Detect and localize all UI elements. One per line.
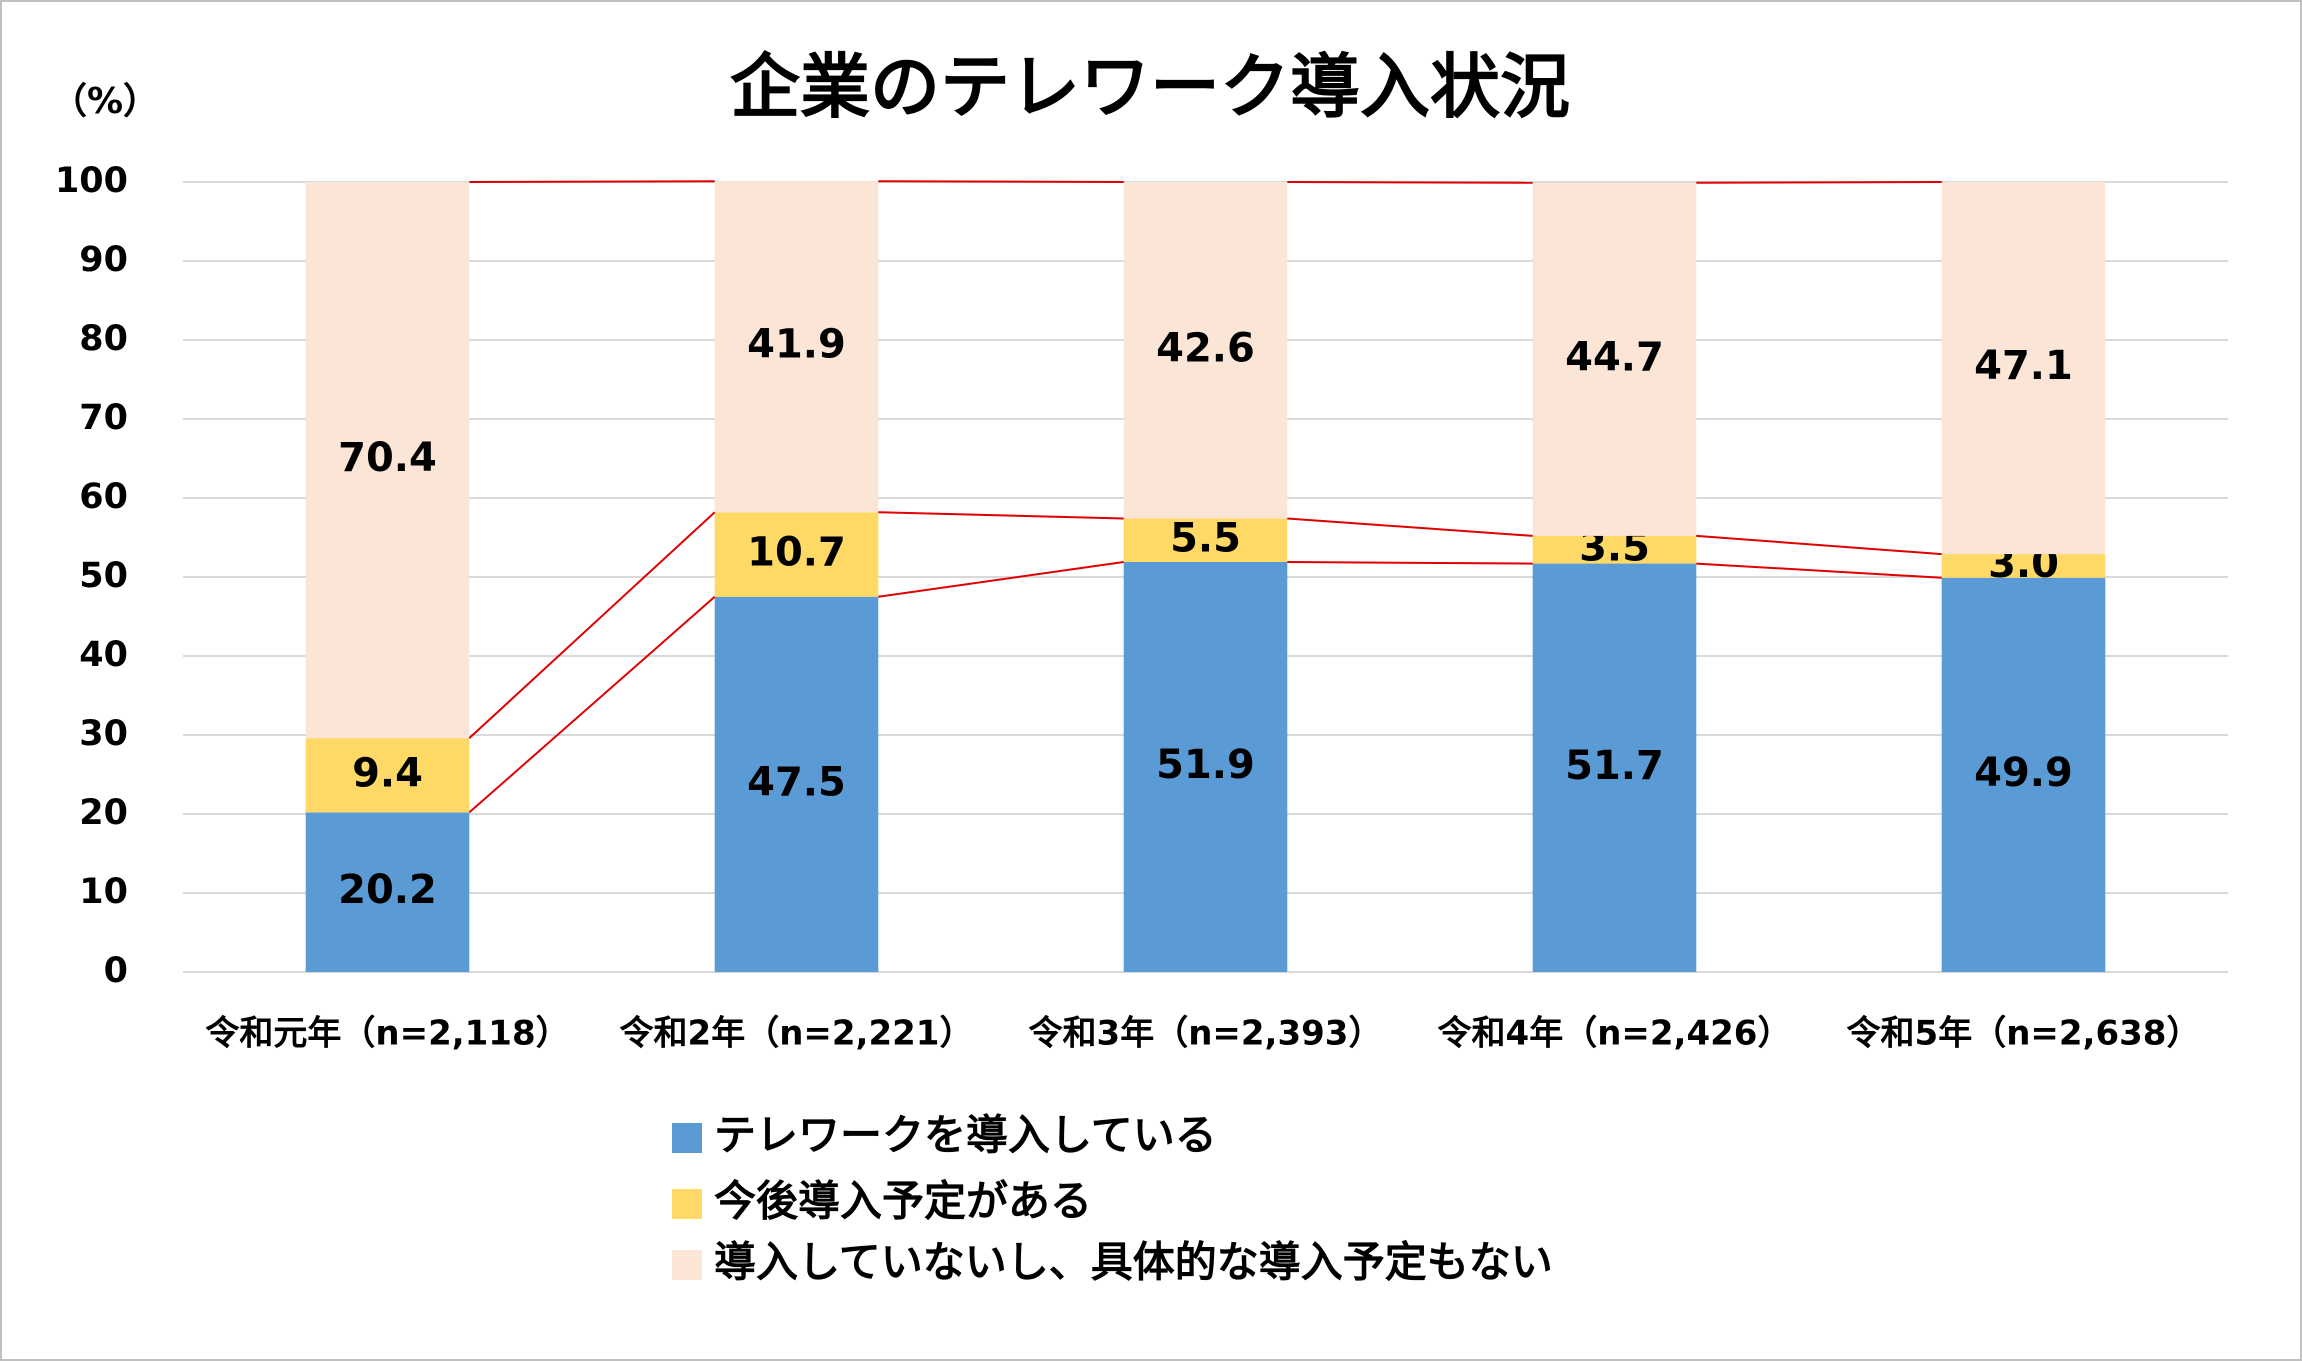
data-label: 47.5 [747,759,846,805]
connector-line [1696,562,1942,579]
bar-segment [714,512,879,597]
y-tick-label: 70 [79,398,128,438]
y-tick-label: 30 [79,714,128,754]
y-tick-label: 0 [104,951,128,991]
connector-line [1287,560,1533,565]
bar-segment [1941,554,2106,578]
legend-label: 導入していないし、具体的な導入予定もない [714,1238,1553,1287]
x-tick-label: 令和2年（n=2,221） [620,1014,974,1054]
connector-line [1287,517,1533,537]
y-tick-label: 10 [79,872,128,912]
data-label: 51.9 [1156,742,1255,788]
legend-label: 今後導入予定がある [714,1177,1092,1226]
x-tick-label: 令和5年（n=2,638） [1847,1014,2201,1054]
connector-line [1696,534,1942,556]
bar-segment [714,596,879,972]
data-label: 47.1 [1974,343,2073,389]
data-label: 10.7 [747,529,846,575]
bar-segment [1941,182,2106,555]
y-tick-label: 20 [79,793,128,833]
connector-line [1287,181,1533,184]
bar-segment [1123,518,1288,562]
y-tick-label: 100 [55,161,128,201]
data-label: 49.9 [1974,750,2073,796]
bar-segment [1941,577,2106,972]
x-tick-label: 令和3年（n=2,393） [1029,1014,1383,1054]
bar-segment [1532,535,1697,564]
connector-line [878,511,1124,520]
data-label: 41.9 [747,322,846,368]
data-label: 5.5 [1170,515,1241,561]
connector-line [878,560,1124,598]
chart-title: 企業のテレワーク導入状況 [730,46,1570,128]
y-tick-label: 40 [79,635,128,675]
bar-segment [305,182,470,739]
data-label: 51.7 [1565,743,1664,789]
connector-line [468,595,716,814]
legend-swatch [672,1123,702,1153]
y-unit-label: （%） [51,81,159,122]
bar-segment [1123,182,1288,519]
data-label: 42.6 [1156,325,1255,371]
x-tick-label: 令和元年（n=2,118） [205,1014,569,1054]
bar-segment [1123,561,1288,972]
y-tick-label: 60 [79,477,128,517]
bar-segment [305,812,470,972]
connector-line [878,180,1124,183]
data-label: 20.2 [338,867,437,913]
connector-line [1696,181,1942,184]
bar-segment [305,738,470,813]
data-label: 9.4 [352,750,423,796]
y-tick-label: 50 [79,556,128,596]
legend-swatch [672,1189,702,1219]
x-tick-label: 令和4年（n=2,426） [1438,1014,1792,1054]
data-label: 44.7 [1565,334,1664,380]
y-tick-label: 80 [79,319,128,359]
bar-segment [714,181,879,513]
connector-line [468,511,716,739]
bar-segment [1532,182,1697,536]
bar-segment [1532,563,1697,972]
data-label: 70.4 [338,435,437,481]
legend-swatch [672,1250,702,1280]
y-tick-label: 90 [79,240,128,280]
connector-line [469,180,715,183]
legend-label: テレワークを導入している [714,1111,1217,1160]
